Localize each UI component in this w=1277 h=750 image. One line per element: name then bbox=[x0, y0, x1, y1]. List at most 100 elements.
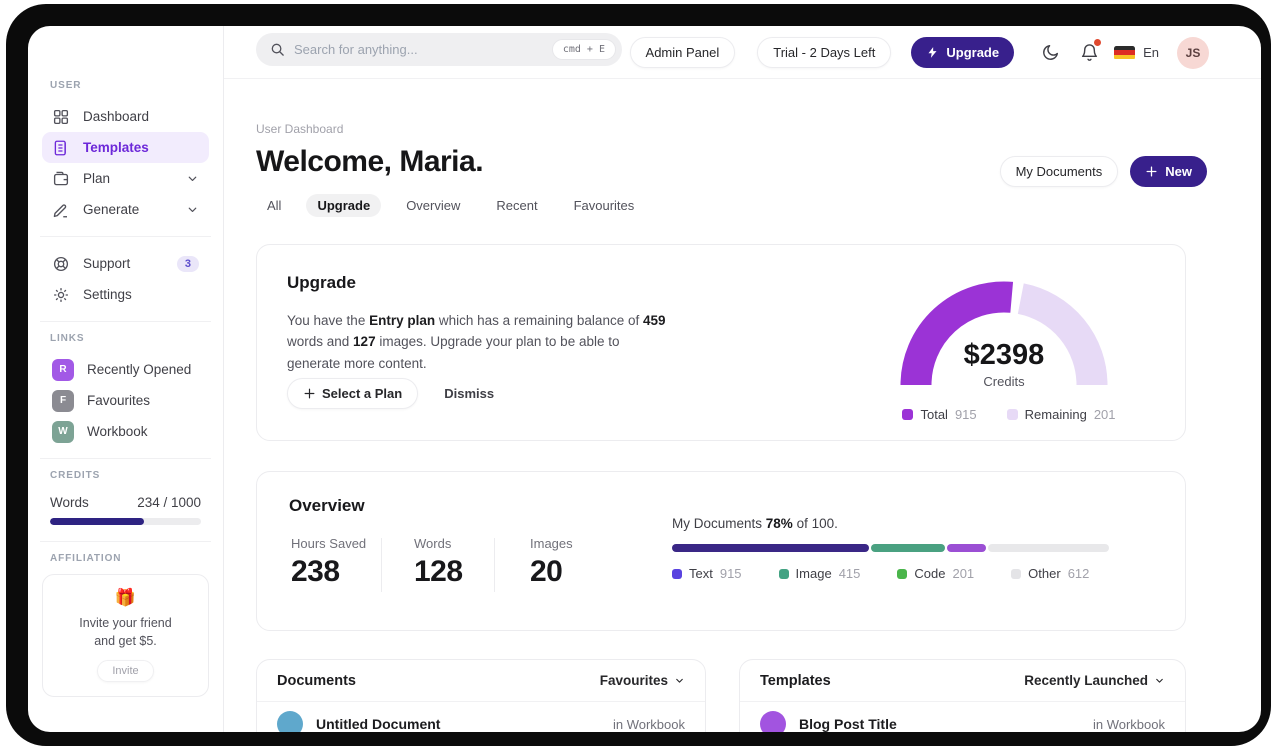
overview-card: Overview Hours Saved 238 Words 128 Image… bbox=[256, 471, 1186, 631]
legend-swatch bbox=[1011, 568, 1022, 579]
legend-label: Code bbox=[914, 566, 946, 581]
credits-value: 234 / 1000 bbox=[137, 495, 201, 510]
legend-value: 612 bbox=[1067, 566, 1090, 581]
documents-card-title: Documents bbox=[277, 672, 356, 689]
legend-swatch bbox=[1006, 409, 1018, 420]
legend-value: 915 bbox=[954, 407, 977, 422]
upgrade-card-body: You have the Entry plan which has a rema… bbox=[287, 310, 667, 374]
upgrade-card-title: Upgrade bbox=[287, 273, 356, 292]
dismiss-button[interactable]: Dismiss bbox=[444, 386, 495, 401]
sidebar-link-favourites[interactable]: F Favourites bbox=[42, 385, 209, 416]
legend-label: Text bbox=[689, 566, 713, 581]
chevron-down-icon bbox=[186, 172, 199, 185]
divider bbox=[381, 538, 382, 592]
legend-label: Other bbox=[1028, 566, 1061, 581]
templates-filter-dropdown[interactable]: Recently Launched bbox=[1024, 673, 1165, 688]
templates-icon bbox=[52, 139, 70, 157]
my-documents-button[interactable]: My Documents bbox=[999, 156, 1119, 187]
legend-item-code: Code 201 bbox=[897, 566, 974, 581]
documents-card-header: Documents Favourites bbox=[257, 660, 705, 702]
stat-images: Images 20 bbox=[530, 536, 573, 589]
bell-icon bbox=[1080, 43, 1099, 62]
affiliation-card: 🎁 Invite your friend and get $5. Invite bbox=[42, 574, 209, 698]
templates-card-title: Templates bbox=[760, 672, 831, 689]
search-input[interactable]: Search for anything... cmd + E bbox=[256, 33, 622, 66]
legend-label: Remaining bbox=[1024, 407, 1087, 422]
divider bbox=[40, 458, 211, 459]
stat-label: Images bbox=[530, 536, 573, 551]
upgrade-button-label: Upgrade bbox=[946, 45, 1000, 60]
legend-value: 201 bbox=[952, 566, 975, 581]
notification-dot bbox=[1094, 38, 1102, 46]
tab-all[interactable]: All bbox=[267, 198, 282, 213]
new-button-label: New bbox=[1165, 164, 1192, 179]
dark-mode-toggle[interactable] bbox=[1037, 40, 1063, 66]
sidebar-item-generate[interactable]: Generate bbox=[42, 194, 209, 225]
upgrade-button[interactable]: Upgrade bbox=[911, 37, 1015, 68]
legend-value: 415 bbox=[838, 566, 861, 581]
german-flag-icon[interactable] bbox=[1114, 45, 1136, 60]
filter-tabs: All Upgrade Overview Recent Favourites bbox=[256, 194, 645, 217]
sidebar-item-dashboard[interactable]: Dashboard bbox=[42, 101, 209, 132]
upgrade-card-actions: Select a Plan Dismiss bbox=[287, 378, 494, 409]
stat-hours-saved: Hours Saved 238 bbox=[291, 536, 366, 589]
sidebar-item-support[interactable]: Support 3 bbox=[42, 248, 209, 279]
sidebar-item-settings[interactable]: Settings bbox=[42, 279, 209, 310]
templates-card-header: Templates Recently Launched bbox=[740, 660, 1185, 702]
language-label[interactable]: En bbox=[1143, 45, 1159, 60]
legend-value: 201 bbox=[1093, 407, 1116, 422]
sidebar-section-user: USER bbox=[50, 80, 82, 91]
sidebar-item-label: Plan bbox=[83, 171, 111, 186]
stacked-bar bbox=[672, 544, 1109, 552]
documents-progress: My Documents 78% of 100. Text 915 Image 41… bbox=[672, 516, 1109, 581]
avatar[interactable]: JS bbox=[1177, 36, 1209, 69]
sidebar-link-workbook[interactable]: W Workbook bbox=[42, 416, 209, 447]
documents-filter-dropdown[interactable]: Favourites bbox=[600, 673, 685, 688]
select-plan-label: Select a Plan bbox=[322, 386, 403, 401]
tab-upgrade[interactable]: Upgrade bbox=[306, 194, 382, 217]
support-count-badge: 3 bbox=[176, 255, 199, 272]
plus-icon bbox=[1145, 165, 1158, 178]
gauge-center-value: $2398 bbox=[964, 339, 1045, 371]
sidebar-link-recently-opened[interactable]: R Recently Opened bbox=[42, 354, 209, 385]
document-row[interactable]: Untitled Document in Workbook bbox=[257, 702, 705, 732]
templates-filter-label: Recently Launched bbox=[1024, 673, 1148, 688]
template-row[interactable]: Blog Post Title in Workbook bbox=[740, 702, 1185, 732]
bar-segment-text bbox=[672, 544, 869, 552]
legend-swatch bbox=[778, 568, 789, 579]
sidebar-item-templates[interactable]: Templates bbox=[42, 132, 209, 163]
lifebuoy-icon bbox=[52, 255, 70, 273]
upgrade-card: Upgrade You have the Entry plan which ha… bbox=[256, 244, 1186, 441]
sidebar-section-credits: CREDITS bbox=[50, 470, 101, 481]
stat-words: Words 128 bbox=[414, 536, 463, 589]
credits-progress-bar bbox=[50, 518, 201, 525]
admin-panel-button[interactable]: Admin Panel bbox=[629, 37, 736, 68]
tab-overview[interactable]: Overview bbox=[406, 198, 461, 213]
sidebar-item-plan[interactable]: Plan bbox=[42, 163, 209, 194]
legend-swatch bbox=[672, 568, 682, 579]
app-window: USER Dashboard Templates Plan Generate S… bbox=[28, 26, 1261, 732]
gift-icon: 🎁 bbox=[114, 588, 137, 607]
pencil-icon bbox=[52, 201, 70, 219]
trial-badge[interactable]: Trial - 2 Days Left bbox=[757, 37, 892, 68]
new-button[interactable]: New bbox=[1130, 156, 1207, 187]
notifications-button[interactable] bbox=[1076, 38, 1102, 66]
select-plan-button[interactable]: Select a Plan bbox=[287, 378, 419, 409]
stat-value: 20 bbox=[530, 555, 563, 588]
documents-card: Documents Favourites Untitled Document i… bbox=[256, 659, 706, 732]
sidebar: USER Dashboard Templates Plan Generate S… bbox=[28, 26, 224, 732]
progress-suffix: of 100. bbox=[792, 516, 838, 531]
legend-item-remaining: Remaining 201 bbox=[1006, 407, 1116, 422]
bar-segment-code bbox=[946, 544, 987, 552]
bar-segment-image bbox=[870, 544, 945, 552]
progress-percent: 78% bbox=[765, 516, 793, 531]
stat-label: Words bbox=[414, 536, 452, 551]
divider bbox=[40, 321, 211, 322]
legend-swatch bbox=[902, 409, 914, 420]
tab-favourites[interactable]: Favourites bbox=[573, 198, 635, 213]
tab-recent[interactable]: Recent bbox=[496, 198, 538, 213]
topbar-actions: Admin Panel Trial - 2 Days Left Upgrade … bbox=[629, 26, 1209, 79]
stat-value: 238 bbox=[291, 555, 340, 588]
affiliation-line2: and get $5. bbox=[94, 634, 157, 649]
invite-button[interactable]: Invite bbox=[97, 660, 154, 683]
